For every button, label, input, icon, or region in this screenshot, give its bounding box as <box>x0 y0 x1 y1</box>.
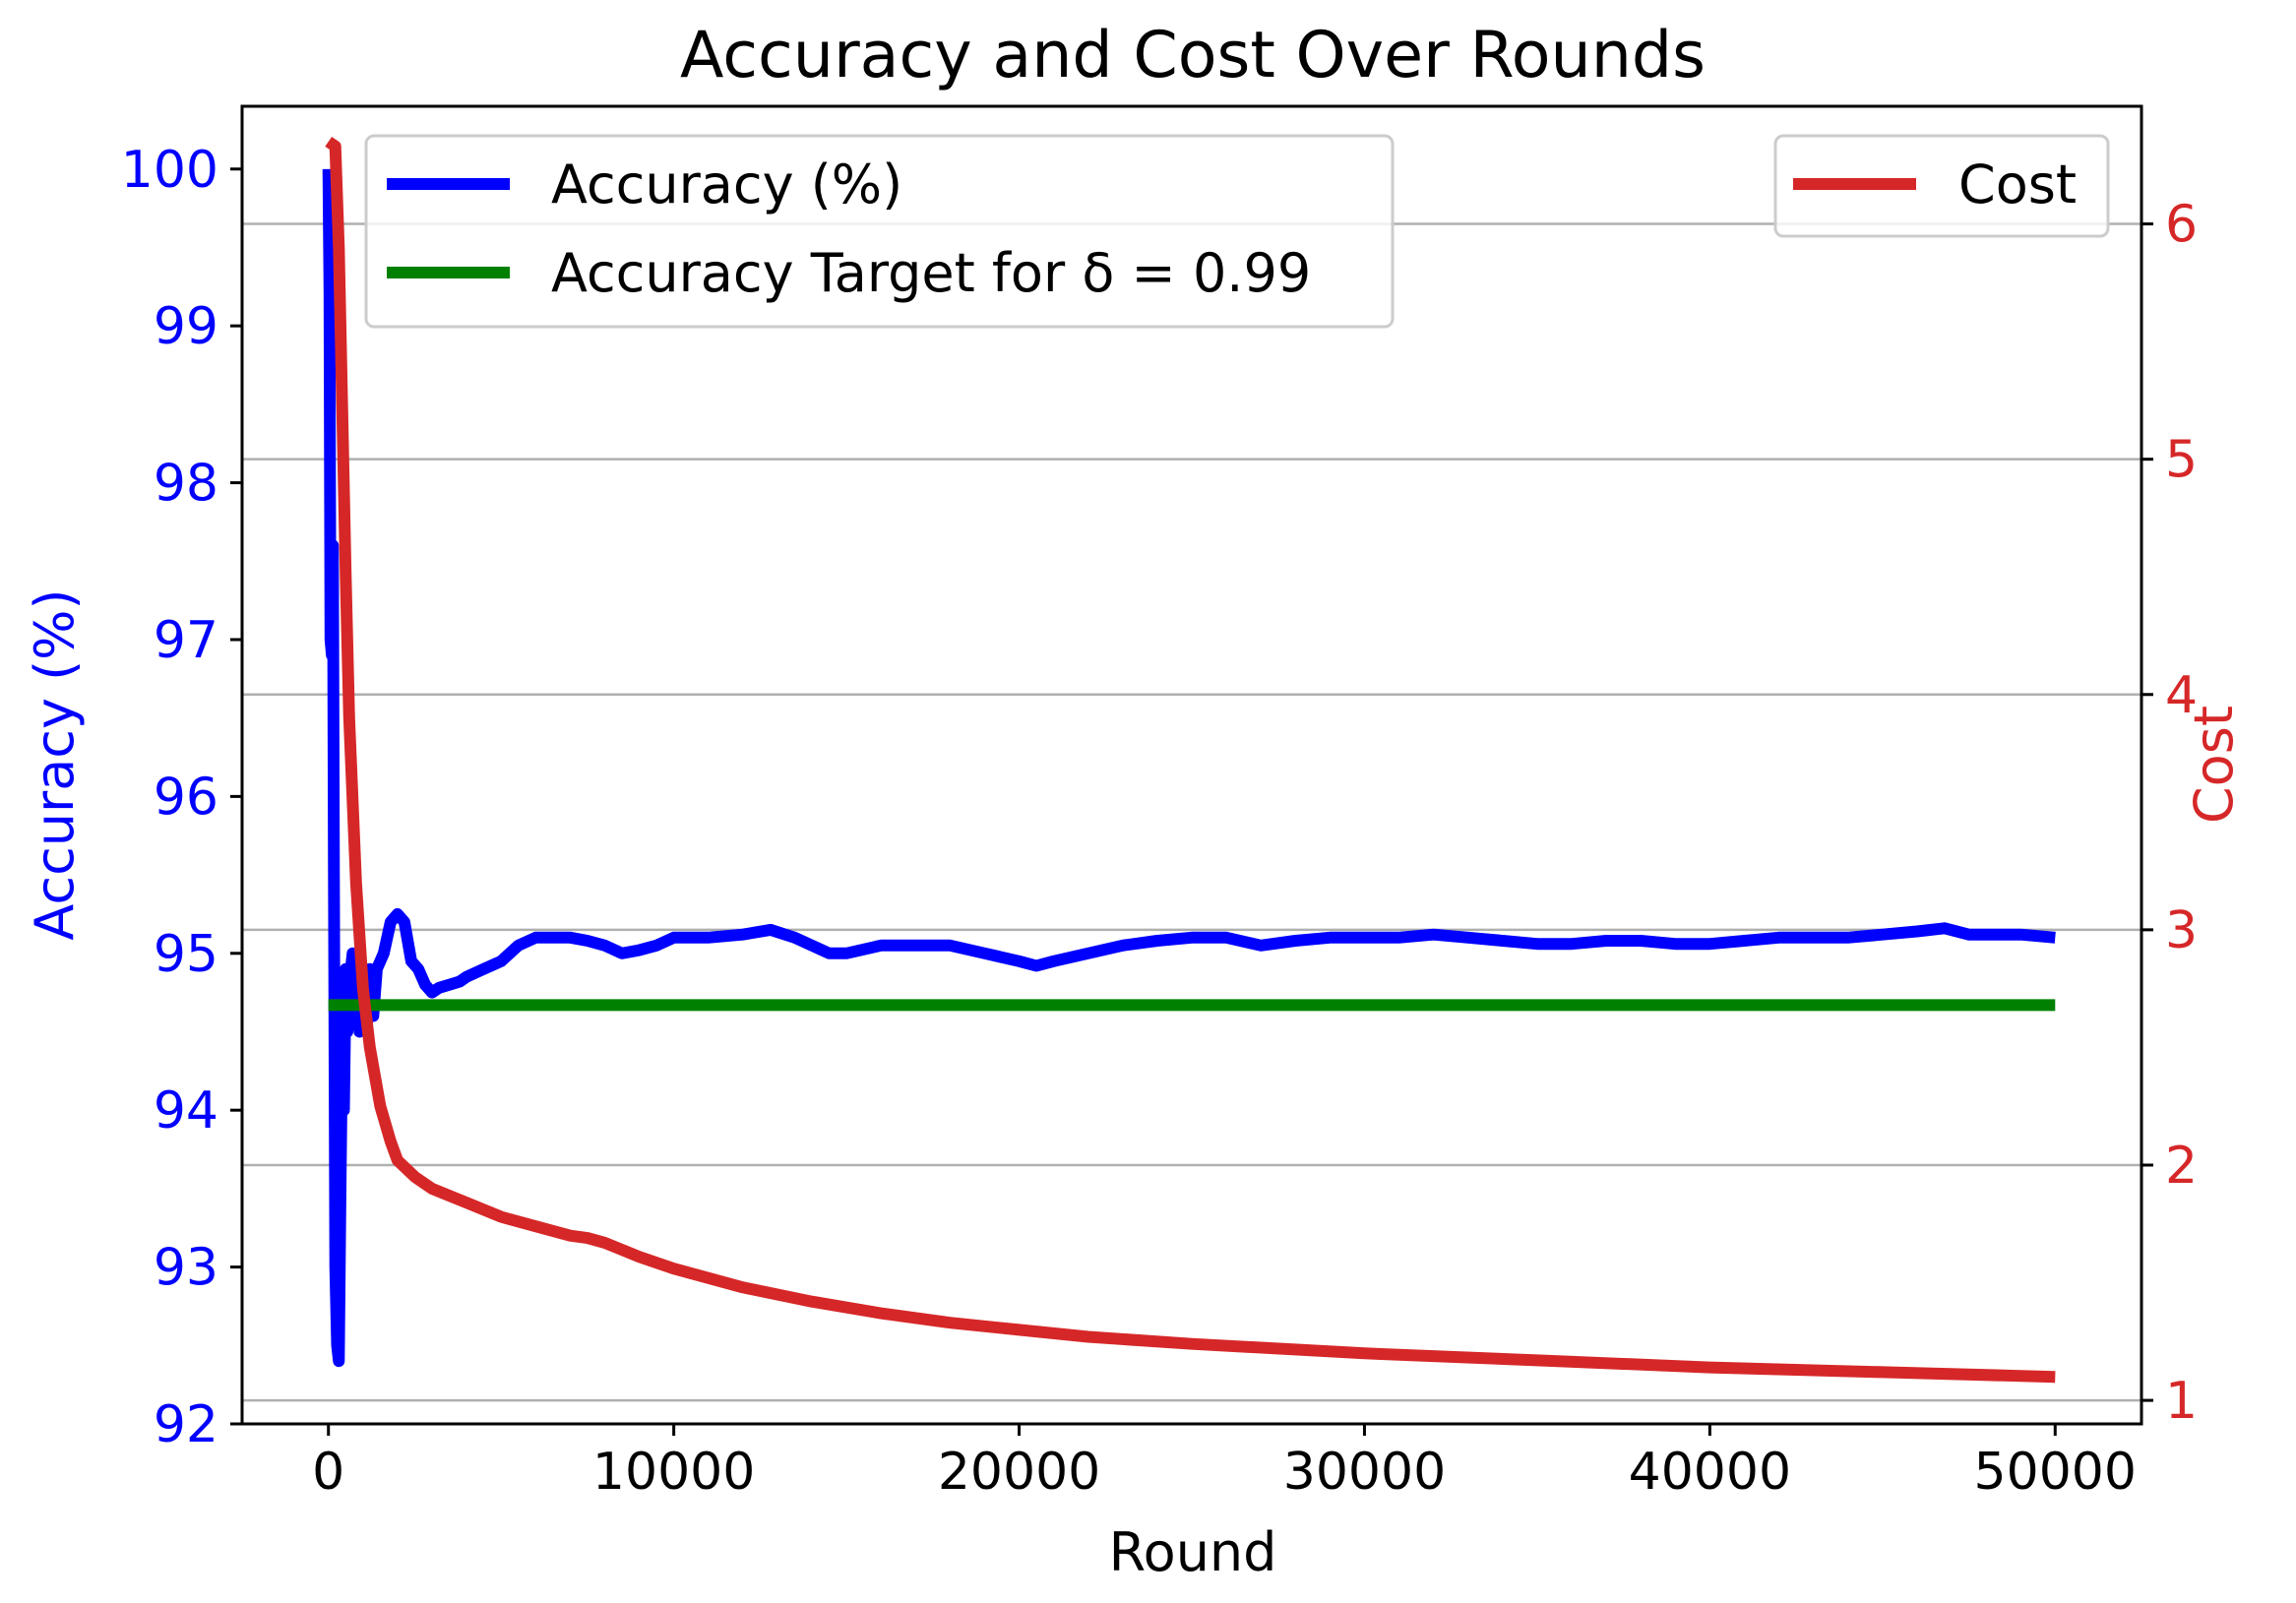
legend-cost: Cost <box>1773 134 2110 238</box>
x-tick-label: 0 <box>312 1443 344 1502</box>
plot-lines <box>322 136 2056 1384</box>
right-y-tick-label: 4 <box>2165 666 2198 725</box>
left-y-axis-label: Accuracy (%) <box>24 588 86 940</box>
right-y-tick-label: 5 <box>2165 431 2198 490</box>
legend-target-label: Accuracy Target for δ = 0.99 <box>551 242 1311 304</box>
legend-accuracy-box <box>364 134 1395 329</box>
x-axis-label: Round <box>1109 1521 1277 1583</box>
right-y-tick-label: 3 <box>2165 901 2198 960</box>
accuracy-line <box>322 168 2056 1368</box>
left-y-tick-label: 94 <box>154 1081 218 1141</box>
legend-accuracy: Accuracy (%) Accuracy Target for δ = 0.9… <box>364 134 1395 329</box>
legend-cost-label: Cost <box>1958 154 2077 216</box>
chart-title: Accuracy and Cost Over Rounds <box>680 19 1706 92</box>
x-tick-label: 10000 <box>592 1443 755 1502</box>
plot-frame <box>240 104 2143 1426</box>
x-tick-label: 50000 <box>1974 1443 2137 1502</box>
left-y-tick-label: 97 <box>154 611 218 670</box>
left-y-tick-label: 93 <box>154 1239 218 1298</box>
left-y-tick-label: 95 <box>154 925 218 984</box>
left-y-tick-label: 92 <box>154 1395 218 1454</box>
right-y-axis-ticks: 1 2 3 4 5 6 <box>2141 196 2198 1431</box>
right-y-tick-label: 1 <box>2165 1372 2198 1431</box>
right-y-axis-label: Cost <box>2183 706 2245 824</box>
left-y-tick-label: 99 <box>154 297 218 356</box>
legend-cost-box <box>1773 134 2110 238</box>
left-y-tick-label: 96 <box>154 768 218 827</box>
x-tick-label: 40000 <box>1629 1443 1791 1502</box>
right-y-tick-label: 6 <box>2165 196 2198 255</box>
left-y-tick-label: 100 <box>121 141 218 200</box>
x-axis-ticks: 0 10000 20000 30000 40000 50000 <box>312 1424 2137 1502</box>
x-tick-label: 30000 <box>1283 1443 1446 1502</box>
left-y-tick-label: 98 <box>154 455 218 514</box>
left-y-axis-ticks: 92 93 94 95 96 97 98 99 100 <box>121 141 242 1454</box>
x-tick-label: 20000 <box>938 1443 1100 1502</box>
cost-line <box>325 136 2056 1384</box>
legend-accuracy-label: Accuracy (%) <box>551 154 902 216</box>
right-y-tick-label: 2 <box>2165 1137 2198 1196</box>
